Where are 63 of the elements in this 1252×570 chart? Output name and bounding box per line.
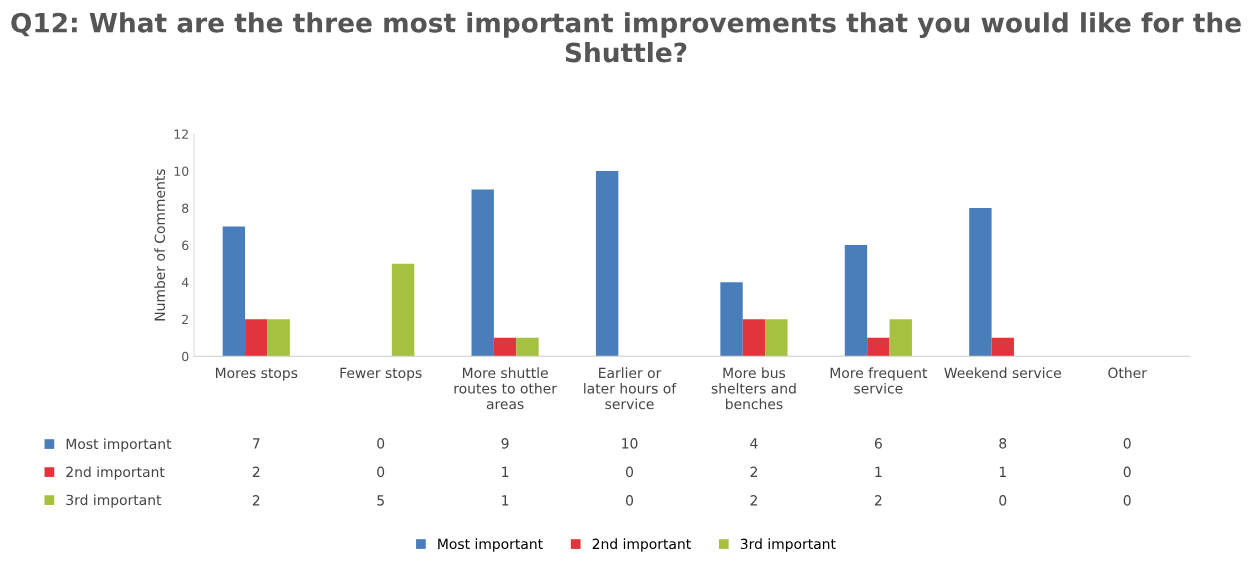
- y-tick-label: 0: [182, 351, 189, 362]
- data-label: 2: [750, 466, 757, 477]
- data-label: 0: [1123, 438, 1131, 449]
- data-label: 2: [252, 495, 260, 506]
- text: 2nd important: [592, 538, 691, 552]
- text: 3rd important: [740, 538, 836, 552]
- legend-label: Most important: [66, 438, 172, 452]
- x-tick-label: Weekend service: [944, 367, 1061, 379]
- data-label: 2: [750, 495, 757, 506]
- data-label: 1: [875, 466, 882, 477]
- data-label: 5: [377, 495, 384, 506]
- data-label: 9: [501, 438, 509, 449]
- bar: [867, 337, 890, 357]
- bar: [267, 319, 290, 357]
- y-tick-label: 8: [182, 203, 189, 213]
- data-label: 7: [252, 438, 260, 449]
- bar: [991, 337, 1014, 357]
- bar: [391, 263, 415, 357]
- y-axis-title: Number of Comments: [154, 169, 166, 321]
- data-label: 0: [377, 466, 385, 478]
- data-label: 2: [252, 466, 260, 477]
- data-label: 2: [874, 495, 882, 506]
- data-label: 4: [750, 438, 758, 449]
- data-label: 0: [377, 438, 385, 449]
- data-label: 8: [999, 438, 1007, 449]
- data-label: 0: [1123, 466, 1131, 478]
- x-tick-label: More shuttle routes to other areas: [454, 367, 557, 410]
- bar: [969, 208, 992, 357]
- data-label: 0: [999, 495, 1007, 506]
- y-tick-label: 4: [181, 277, 189, 287]
- data-label: 0: [626, 495, 634, 506]
- bar: [742, 319, 766, 357]
- legend-label: 2nd important: [66, 466, 165, 480]
- y-tick-label: 12: [174, 129, 188, 139]
- data-label: 1: [999, 466, 1006, 477]
- legend-label: 3rd important: [66, 494, 162, 508]
- data-label: 1: [502, 495, 509, 506]
- data-label: 10: [622, 438, 638, 449]
- bar: [844, 245, 868, 357]
- bar: [516, 337, 539, 357]
- chart-title: Q12: What are the three most important improvements that you would like for the Shuttle?: [11, 12, 1241, 63]
- bar: [245, 319, 268, 357]
- x-tick-label: Mores stops: [215, 367, 298, 381]
- data-label: 0: [1123, 495, 1131, 506]
- text: Most important: [438, 538, 543, 552]
- data-label: 1: [502, 466, 509, 477]
- bar: [493, 337, 517, 357]
- y-tick-label: 6: [182, 240, 189, 251]
- data-label: 0: [626, 466, 634, 478]
- x-tick-label: Other: [1108, 367, 1147, 379]
- x-tick-label: Fewer stops: [340, 367, 422, 381]
- bar: [595, 171, 619, 357]
- bar: [222, 226, 246, 357]
- bar: [720, 282, 743, 357]
- x-tick-label: Earlier or later hours of service: [584, 367, 677, 410]
- bar: [765, 319, 788, 357]
- y-tick-label: 2: [182, 314, 188, 324]
- x-tick-label: More frequent service: [830, 367, 928, 394]
- bar: [889, 319, 912, 357]
- data-label: 6: [874, 438, 882, 449]
- x-tick-label: More bus shelters and benches: [711, 367, 796, 410]
- bar: [471, 189, 494, 357]
- y-tick-label: 10: [174, 166, 189, 176]
